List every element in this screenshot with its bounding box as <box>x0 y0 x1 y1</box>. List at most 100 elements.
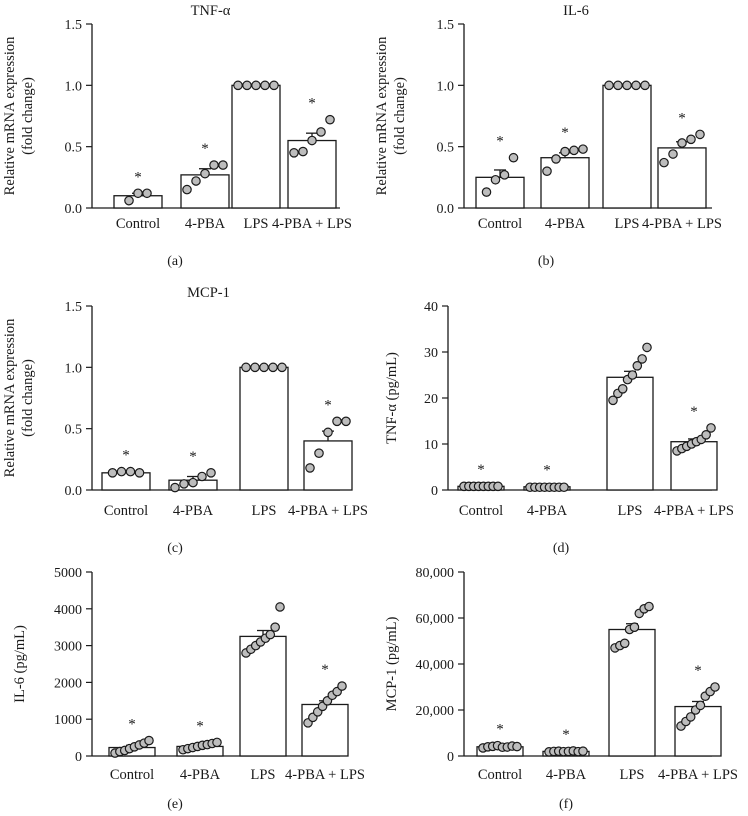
y-tick-label: 5000 <box>54 566 82 581</box>
y-tick-label: 1000 <box>54 713 82 728</box>
panel-label: (a) <box>167 254 183 269</box>
x-tick-label: 4-PBA <box>185 216 226 232</box>
data-point <box>259 362 269 373</box>
y-axis-label: (fold change) <box>20 77 36 155</box>
y-tick-label: 40 <box>424 300 438 315</box>
bar <box>602 84 652 209</box>
data-point <box>200 168 210 179</box>
data-point <box>685 712 696 722</box>
data-point <box>631 80 641 91</box>
significance-star: * <box>543 462 551 478</box>
data-point <box>508 152 519 163</box>
panel-label: (c) <box>167 541 183 556</box>
y-tick-label: 0 <box>431 484 438 499</box>
panel-label: (b) <box>538 254 555 269</box>
significance-star: * <box>678 110 686 126</box>
data-point <box>499 170 510 180</box>
y-tick-label: 4000 <box>54 603 82 618</box>
data-point <box>325 114 335 125</box>
y-tick-label: 80,000 <box>416 566 455 581</box>
y-tick-label: 20 <box>424 392 438 407</box>
bar <box>303 440 353 491</box>
significance-star: * <box>561 125 569 141</box>
significance-star: * <box>189 449 197 465</box>
data-point <box>686 134 696 145</box>
data-point <box>212 737 222 748</box>
data-point <box>170 482 180 493</box>
data-point <box>107 468 118 478</box>
x-tick-label: LPS <box>620 767 645 783</box>
data-point <box>637 354 647 364</box>
y-tick-label: 60,000 <box>416 612 455 627</box>
significance-star: * <box>496 134 504 150</box>
data-point <box>613 80 623 91</box>
data-point <box>277 362 287 373</box>
bar <box>657 147 707 209</box>
data-point <box>695 700 706 711</box>
significance-star: * <box>694 663 702 679</box>
y-axis-label: Relative mRNA expression <box>374 36 390 195</box>
data-point <box>188 477 198 488</box>
y-tick-label: 3000 <box>54 640 82 655</box>
panel-label: (e) <box>167 797 183 812</box>
data-point <box>578 144 588 154</box>
data-point <box>142 188 152 199</box>
y-tick-label: 0.5 <box>65 423 83 438</box>
data-point <box>560 146 570 157</box>
data-point <box>305 463 315 473</box>
data-point <box>124 195 134 206</box>
significance-star: * <box>134 169 142 185</box>
data-point <box>206 468 216 478</box>
panel-label: (d) <box>553 541 570 556</box>
data-point <box>241 362 251 373</box>
data-point <box>289 148 299 158</box>
y-tick-label: 1.0 <box>437 79 455 94</box>
chart-panel-5: 0 1000 2000 3000 4000 5000 IL-6 (pg/mL) * Contro… <box>12 566 365 812</box>
data-point <box>307 135 317 146</box>
x-tick-label: Control <box>116 216 160 232</box>
data-point <box>116 466 127 477</box>
y-tick-label: 0 <box>75 750 82 765</box>
y-tick-label: 0.0 <box>65 202 83 217</box>
data-point <box>316 127 326 137</box>
data-point <box>627 370 638 380</box>
data-point <box>551 154 561 164</box>
data-point <box>268 362 278 373</box>
data-point <box>619 638 630 649</box>
x-tick-label: 4-PBA + LPS <box>642 216 722 232</box>
data-point <box>617 383 628 394</box>
data-point <box>629 622 640 632</box>
significance-star: * <box>201 141 209 157</box>
y-tick-label: 30 <box>424 346 438 361</box>
data-point <box>179 479 189 489</box>
x-tick-label: 4-PBA + LPS <box>272 216 352 232</box>
data-point <box>668 149 678 159</box>
y-tick-label: 0.5 <box>65 141 83 156</box>
x-tick-label: Control <box>478 767 522 783</box>
data-point <box>269 80 279 91</box>
data-point <box>251 80 261 91</box>
data-point <box>706 423 716 433</box>
bar <box>540 157 590 209</box>
data-point <box>632 360 643 371</box>
y-axis-label: Relative mRNA expression <box>2 36 18 195</box>
data-point <box>144 735 154 746</box>
data-point <box>298 146 308 157</box>
data-point <box>209 160 219 170</box>
y-tick-label: 0.0 <box>65 484 83 499</box>
bar <box>674 705 722 757</box>
data-point <box>644 601 654 612</box>
chart-title: TNF-α <box>191 3 231 19</box>
chart-panel-4: 0 10 20 30 40 TNF-α (pg/mL) * Control * 4-PBA LPS *… <box>384 300 734 556</box>
data-point <box>490 174 501 185</box>
significance-star: * <box>324 397 332 413</box>
significance-star: * <box>308 96 316 112</box>
y-tick-label: 0.0 <box>437 202 455 217</box>
x-tick-label: 4-PBA + LPS <box>288 503 368 519</box>
data-point <box>677 138 687 148</box>
data-point <box>640 80 650 91</box>
chart-title: MCP-1 <box>187 285 230 301</box>
data-point <box>710 682 720 692</box>
x-tick-label: 4-PBA + LPS <box>654 503 734 519</box>
